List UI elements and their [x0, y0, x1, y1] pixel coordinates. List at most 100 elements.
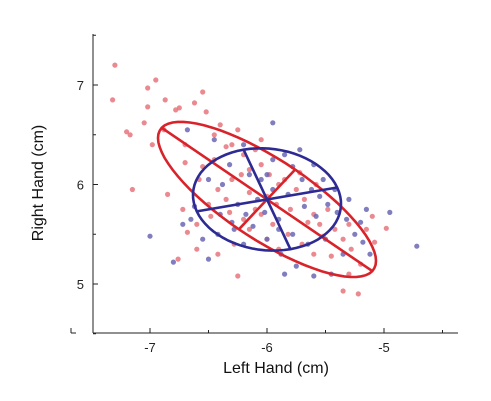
red-data-point: [246, 167, 252, 173]
red-data-point: [285, 231, 291, 237]
red-data-point: [229, 176, 235, 183]
red-data-point: [317, 221, 323, 227]
blue-data-point: [360, 239, 366, 245]
red-data-point: [383, 225, 389, 231]
blue-data-point: [311, 273, 317, 279]
blue-data-point: [352, 231, 358, 237]
blue-data-point: [184, 127, 190, 133]
red-data-point: [223, 144, 229, 150]
blue-data-point: [290, 231, 296, 237]
red-data-point: [227, 209, 233, 215]
blue-data-point: [262, 209, 268, 215]
red-data-point: [238, 172, 244, 178]
red-data-point: [145, 104, 151, 110]
red-data-point: [215, 251, 221, 257]
red-data-point: [223, 196, 229, 202]
red-data-point: [258, 162, 264, 168]
x-tick-label: -5: [378, 340, 390, 355]
red-data-point: [145, 85, 151, 91]
blue-data-point: [205, 256, 212, 262]
red-data-point: [208, 213, 214, 219]
red-data-point: [340, 236, 346, 242]
red-data-point: [328, 253, 334, 259]
blue-minor-axis: [242, 149, 292, 250]
blue-data-point: [387, 209, 393, 215]
x-ticks: -7 -6 -5: [144, 328, 443, 355]
red-data-point: [348, 246, 354, 252]
blue-data-point: [270, 120, 276, 126]
red-data-point: [194, 246, 200, 252]
blue-data-point: [250, 223, 256, 229]
red-data-point: [241, 216, 247, 222]
blue-data-point: [358, 219, 364, 225]
red-data-point: [340, 288, 346, 294]
y-ticks: 5 6 7: [70, 34, 98, 335]
red-data-point: [355, 291, 361, 297]
red-data-point: [194, 221, 200, 227]
blue-data-point: [293, 263, 299, 269]
blue-data-point: [243, 211, 249, 217]
red-data-point: [346, 221, 352, 227]
blue-data-point: [170, 259, 176, 265]
red-data-point: [246, 226, 252, 232]
red-data-point: [175, 256, 181, 262]
red-data-point: [325, 206, 331, 212]
y-axis-title: Right Hand (cm): [30, 125, 47, 241]
blue-data-point: [147, 233, 153, 239]
red-data-point: [332, 226, 338, 232]
blue-data-point: [219, 181, 226, 188]
blue-data-point: [188, 216, 194, 222]
x-tick-label: -6: [261, 340, 273, 355]
blue-data-point: [363, 206, 369, 212]
red-data-point: [165, 191, 171, 197]
red-data-point: [372, 239, 378, 245]
blue-data-point: [325, 201, 331, 207]
red-data-point: [176, 105, 182, 111]
red-data-point: [203, 109, 209, 115]
red-data-point: [235, 127, 241, 133]
blue-data-point: [241, 142, 247, 148]
blue-data-point: [346, 196, 352, 202]
red-data-point: [184, 229, 190, 235]
red-data-point: [200, 89, 206, 95]
ellipses-layer: [156, 120, 378, 279]
red-data-point: [235, 273, 241, 279]
red-data-point: [215, 186, 221, 193]
blue-data-point: [344, 216, 350, 222]
red-data-point: [229, 142, 235, 148]
red-data-point: [127, 132, 133, 138]
red-data-point: [153, 77, 159, 83]
red-data-point: [211, 132, 217, 138]
blue-data-point: [258, 176, 264, 183]
red-data-point: [270, 221, 276, 227]
blue-data-point: [313, 213, 319, 219]
red-data-point: [246, 189, 252, 196]
blue-data-point: [282, 271, 288, 277]
blue-data-point: [180, 221, 186, 227]
red-data-point: [346, 271, 352, 277]
blue-data-point: [320, 176, 326, 183]
red-data-point: [129, 186, 135, 193]
red-data-point: [141, 120, 147, 126]
y-tick-label: 7: [77, 78, 84, 93]
blue-data-point: [367, 251, 373, 257]
x-tick-label: -7: [144, 340, 156, 355]
red-data-point: [180, 206, 186, 212]
points-layer: [110, 62, 420, 297]
blue-data-point: [414, 243, 420, 249]
red-data-point: [162, 97, 168, 103]
blue-data-point: [211, 137, 217, 143]
blue-data-point: [317, 193, 323, 199]
blue-data-point: [270, 157, 276, 163]
blue-data-point: [227, 162, 233, 168]
red-data-point: [305, 219, 311, 225]
red-data-point: [287, 206, 293, 212]
blue-data-point: [264, 172, 270, 178]
red-data-point: [363, 226, 369, 232]
red-data-point: [258, 137, 264, 143]
red-data-point: [293, 186, 299, 193]
red-data-point: [191, 100, 198, 106]
red-data-point: [217, 122, 223, 128]
y-tick-label: 5: [77, 277, 84, 292]
